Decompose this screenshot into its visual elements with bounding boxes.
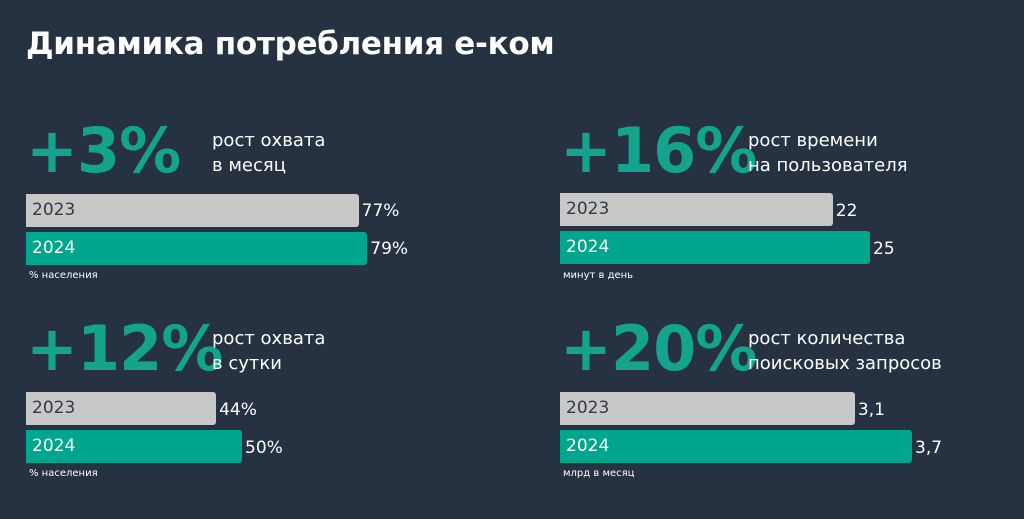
- panel-caption: рост охвата в месяц: [212, 128, 325, 178]
- bar-2023: 2023: [26, 194, 359, 227]
- unit-note: % населения: [29, 270, 98, 281]
- panel-reach-month: +3% рост охвата в месяц 2023 77% 2024 79…: [26, 120, 466, 295]
- bar-year-label: 2024: [32, 436, 76, 456]
- bar-2023: 2023: [26, 392, 217, 425]
- bar-2024: 2024: [26, 232, 368, 265]
- panel-search-queries: +20% рост количества поисковых запросов …: [560, 318, 1000, 493]
- bar-2023: 2023: [560, 193, 833, 226]
- caption-line: на пользователя: [748, 155, 908, 176]
- caption-line: рост времени: [748, 130, 878, 151]
- bar-value-label: 3,1: [857, 400, 885, 420]
- caption-line: поисковых запросов: [748, 353, 942, 374]
- caption-line: рост количества: [748, 328, 906, 349]
- bar-2023: 2023: [560, 392, 855, 425]
- big-number: +16%: [560, 114, 757, 187]
- panel-caption: рост времени на пользователя: [748, 128, 908, 178]
- bar-year-label: 2023: [32, 200, 76, 220]
- unit-note: минут в день: [563, 270, 634, 281]
- bar-value-label: 25: [873, 239, 895, 259]
- bar-value-label: 44%: [219, 400, 257, 420]
- panel-time-per-user: +16% рост времени на пользователя 2023 2…: [560, 120, 1000, 295]
- big-number: +20%: [560, 312, 757, 385]
- bar-value-label: 22: [835, 201, 858, 221]
- caption-line: рост охвата: [212, 130, 326, 151]
- panel-caption: рост охвата в сутки: [212, 326, 325, 376]
- bar-2024: 2024: [560, 430, 912, 463]
- bar-value-label: 79%: [370, 239, 409, 259]
- panel-caption: рост количества поисковых запросов: [748, 326, 942, 376]
- bar-year-label: 2024: [566, 237, 610, 257]
- bar-year-label: 2023: [32, 398, 76, 418]
- panel-reach-day: +12% рост охвата в сутки 2023 44% 2024 5…: [26, 318, 466, 493]
- page-title: Динамика потребления е-ком: [26, 26, 555, 62]
- bar-year-label: 2023: [566, 199, 610, 219]
- bar-value-label: 50%: [245, 438, 283, 458]
- unit-note: % населения: [29, 468, 98, 479]
- bar-year-label: 2023: [566, 398, 610, 418]
- bar-value-label: 3,7: [915, 438, 943, 458]
- bar-2024: 2024: [560, 231, 870, 264]
- bar-value-label: 77%: [361, 201, 400, 221]
- bar-2024: 2024: [26, 430, 242, 463]
- bar-year-label: 2024: [32, 238, 76, 258]
- bar-year-label: 2024: [566, 436, 610, 456]
- unit-note: млрд в месяц: [563, 468, 635, 479]
- caption-line: в сутки: [212, 353, 282, 374]
- caption-line: рост охвата: [212, 328, 326, 349]
- big-number: +12%: [26, 312, 223, 385]
- caption-line: в месяц: [212, 155, 286, 176]
- big-number: +3%: [26, 114, 181, 187]
